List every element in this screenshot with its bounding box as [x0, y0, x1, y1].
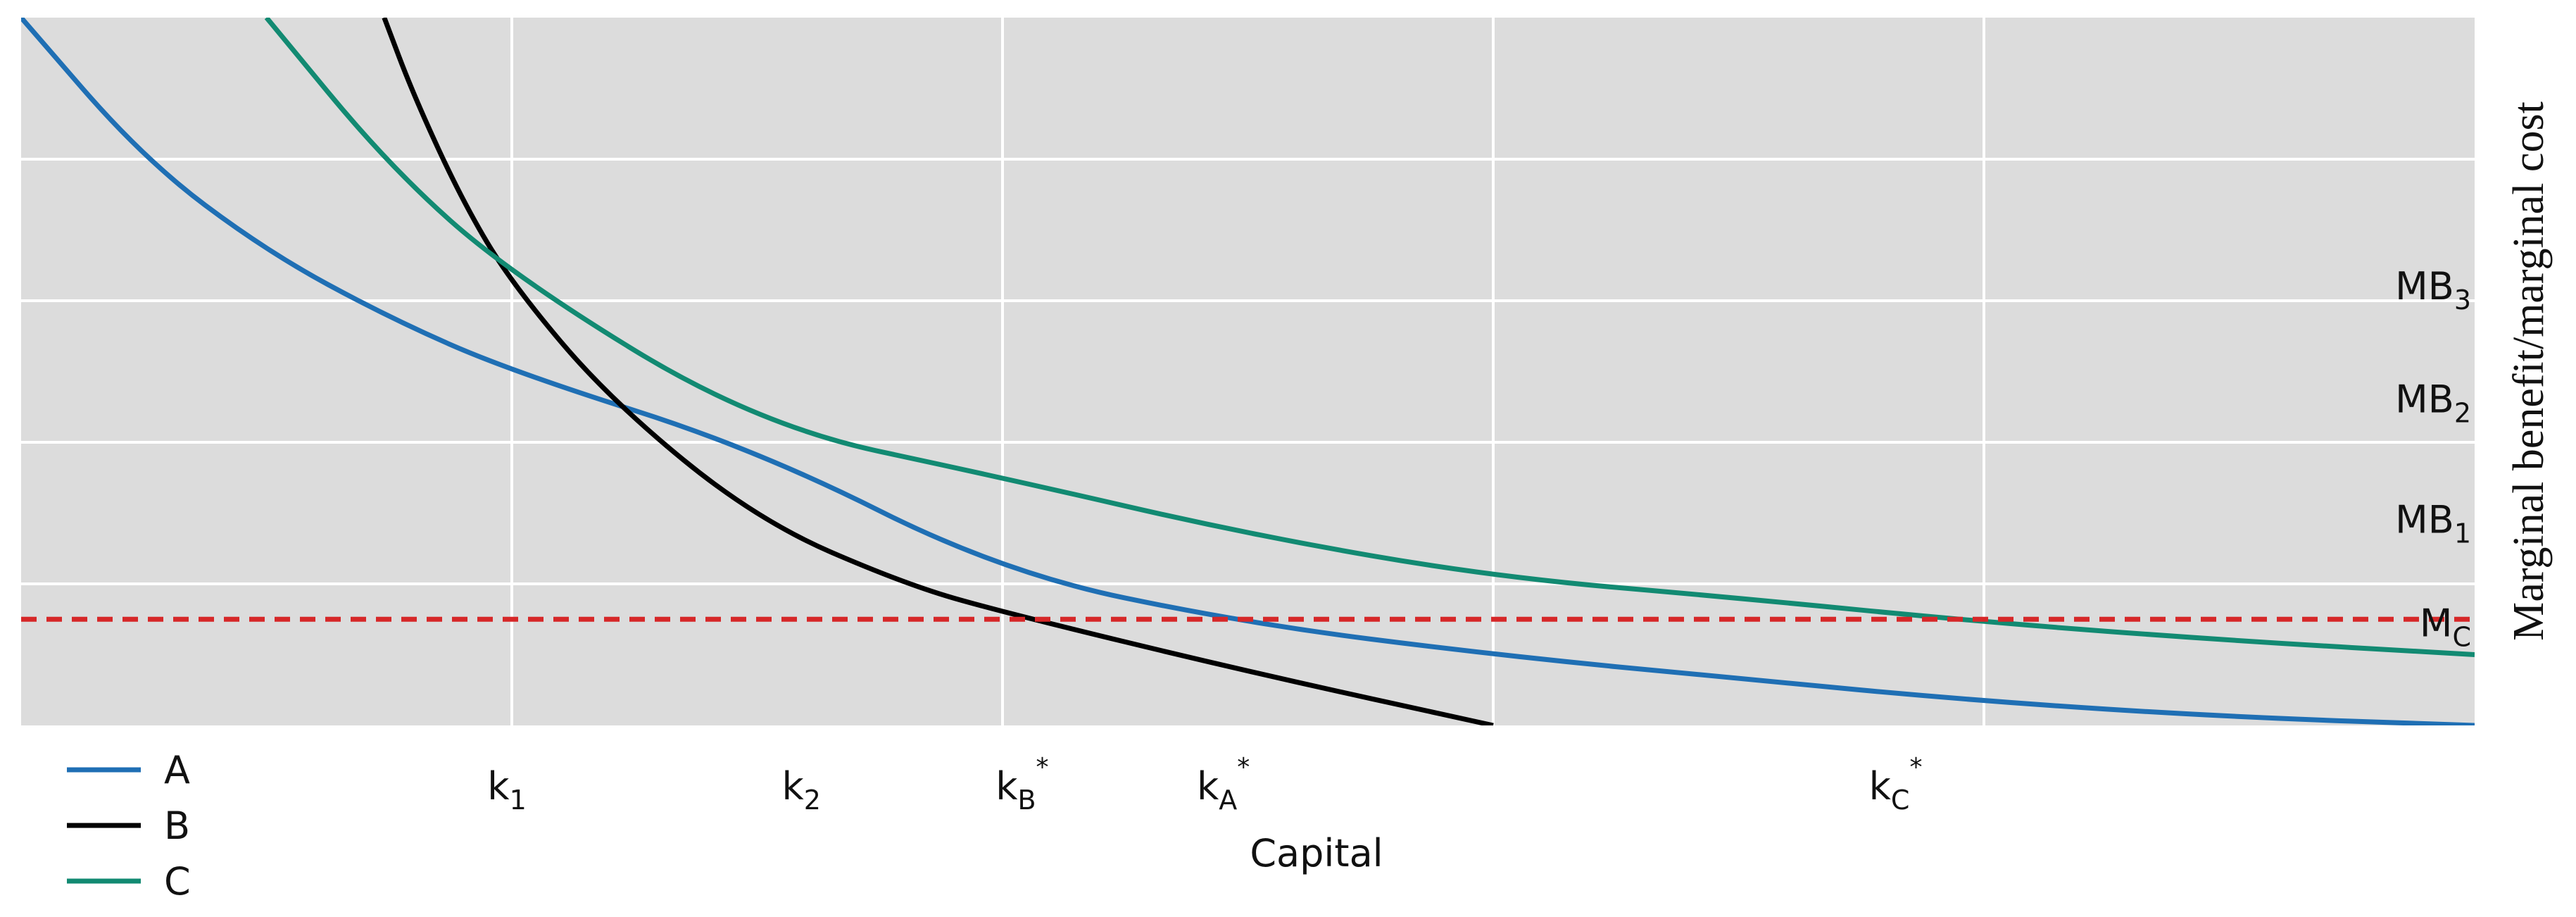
legend-label: C: [164, 859, 191, 904]
legend: ABC: [67, 748, 191, 904]
legend-label: A: [164, 748, 190, 792]
y-tick-label: MC: [2420, 601, 2471, 652]
series-line-b: [382, 18, 1494, 725]
series-line-a: [21, 18, 2475, 725]
series-line-c: [264, 18, 2475, 657]
x-tick-label: k2: [781, 764, 820, 816]
y-tick-label: MB2: [2395, 378, 2471, 429]
series-lines: [21, 18, 2475, 725]
grid: [21, 18, 2475, 725]
x-tick-label: kC*: [1869, 753, 1923, 816]
y-tick-label: MB1: [2395, 498, 2471, 549]
x-tick-label: k1: [487, 764, 526, 816]
y-axis-label: Marginal benefit/marginal cost: [2505, 101, 2553, 641]
x-tick-label: kA*: [1197, 753, 1250, 816]
x-tick-label: kB*: [995, 753, 1048, 816]
y-tick-labels: MB3 MB2 MB1 MC: [2395, 264, 2471, 652]
legend-label: B: [164, 804, 190, 848]
x-tick-labels: k1 k2 kB* kA* kC*: [487, 753, 1922, 816]
y-tick-label: MB3: [2395, 264, 2471, 316]
x-axis-label: Capital: [1250, 831, 1383, 875]
